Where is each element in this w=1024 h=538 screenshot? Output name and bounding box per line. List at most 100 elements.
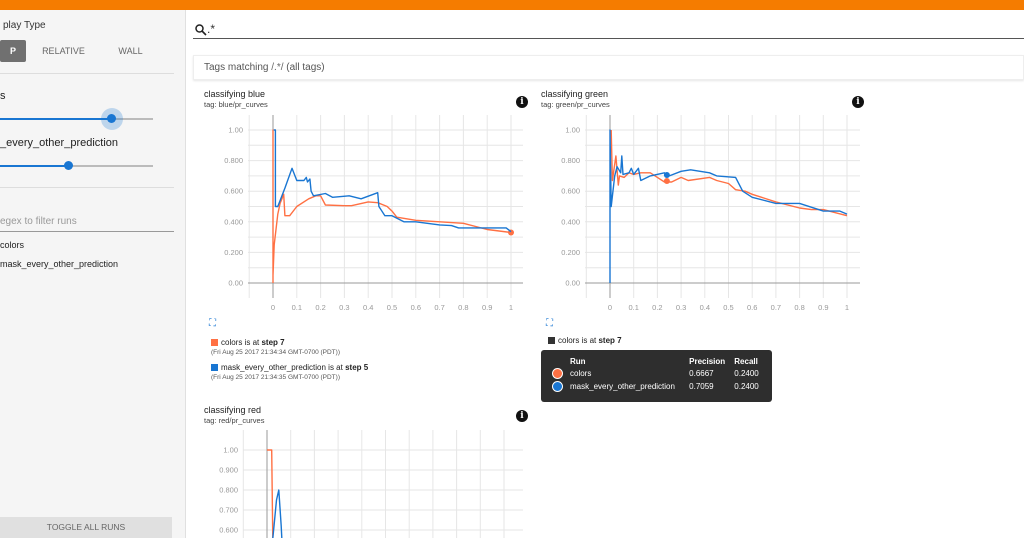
divider xyxy=(0,73,174,74)
tooltip-row: mask_every_other_prediction 0.7059 0.2400 xyxy=(549,380,764,393)
pr-curve-chart-green[interactable]: 0.00 0.200 0.400 0.600 0.800 1.00 0 0.1 0.2 0.3 0.… xyxy=(532,110,872,320)
series-line-colors xyxy=(272,129,512,283)
info-icon[interactable]: i xyxy=(852,96,864,108)
search-icon xyxy=(195,24,207,36)
tooltip-header: Recall xyxy=(734,357,758,366)
search-input[interactable]: .* xyxy=(207,22,216,36)
y-tick-label: 0.00 xyxy=(228,279,243,288)
x-tick-label: 0.8 xyxy=(458,303,468,312)
y-tick-label: 0.900 xyxy=(219,466,238,475)
tooltip-header: Precision xyxy=(689,357,726,366)
tooltip-header: Run xyxy=(570,357,586,366)
tag-search[interactable]: .* xyxy=(193,20,1024,39)
x-tick-label: 0.2 xyxy=(652,303,662,312)
legend-step: step 5 xyxy=(345,363,369,372)
y-tick-label: 0.800 xyxy=(219,486,238,495)
x-tick-label: 0.9 xyxy=(482,303,492,312)
y-tick-label: 0.700 xyxy=(219,506,238,515)
toggle-all-runs-button[interactable]: TOGGLE ALL RUNS xyxy=(0,517,172,538)
y-tick-label: 1.00 xyxy=(565,126,580,135)
top-app-bar xyxy=(0,0,1024,10)
legend-entry: colors is at step 7 xyxy=(548,336,622,345)
tooltip-precision: 0.6667 xyxy=(689,369,714,378)
x-tick-label: 0.6 xyxy=(747,303,757,312)
tooltip-row: colors 0.6667 0.2400 xyxy=(549,367,764,380)
pr-curve-chart-blue[interactable]: 0.00 0.200 0.400 0.600 0.800 1.00 0 0.1 0.2 0.3 0.… xyxy=(195,110,535,320)
y-tick-label: 0.200 xyxy=(561,248,580,257)
x-tick-label: 0 xyxy=(608,303,612,312)
legend-run: colors xyxy=(221,338,243,347)
legend-step: step 7 xyxy=(261,338,285,347)
legend-step: step 7 xyxy=(598,336,622,345)
legend-run: colors xyxy=(558,336,580,345)
divider xyxy=(0,187,174,188)
x-tick-label: 1 xyxy=(509,303,513,312)
run-slider-label: _every_other_prediction xyxy=(0,137,119,149)
pr-curve-chart-red[interactable]: 0.600 0.700 0.800 0.900 1.00 xyxy=(195,428,535,538)
x-tick-label: 0.8 xyxy=(794,303,804,312)
y-tick-label: 0.600 xyxy=(219,526,238,535)
run-slider-label: s xyxy=(0,90,6,102)
expand-icon[interactable]: ⛶ xyxy=(546,318,553,329)
color-swatch xyxy=(548,337,555,344)
y-tick-label: 1.00 xyxy=(228,126,243,135)
x-tick-label: 0.6 xyxy=(411,303,421,312)
y-tick-label: 0.800 xyxy=(561,156,580,165)
info-icon[interactable]: i xyxy=(516,410,528,422)
tooltip-run: mask_every_other_prediction xyxy=(570,382,675,391)
x-tick-label: 0.3 xyxy=(339,303,349,312)
legend-entry: colors is at step 7 xyxy=(211,338,285,347)
display-type-step-button[interactable]: P xyxy=(0,40,26,62)
series-line-colors xyxy=(267,449,274,538)
tags-pattern: /.*/ xyxy=(271,62,284,73)
legend-text: is at xyxy=(579,336,599,345)
y-tick-label: 1.00 xyxy=(223,446,238,455)
y-tick-label: 0.200 xyxy=(224,248,243,257)
display-type-relative-button[interactable]: RELATIVE xyxy=(42,46,85,56)
x-tick-label: 0.5 xyxy=(387,303,397,312)
pr-tooltip: Run Precision Recall colors 0.6667 0.2400 ma… xyxy=(541,350,772,402)
x-tick-label: 0 xyxy=(271,303,275,312)
expand-icon[interactable]: ⛶ xyxy=(209,318,216,329)
x-tick-label: 0.4 xyxy=(700,303,710,312)
y-tick-label: 0.400 xyxy=(224,217,243,226)
tags-matching-header: Tags matching /.*/ (all tags) xyxy=(193,55,1024,80)
series-line-mask_every_other_prediction xyxy=(272,489,283,538)
color-swatch xyxy=(211,339,218,346)
series-marker-colors xyxy=(663,177,670,184)
card-tag: tag: red/pr_curves xyxy=(204,416,265,425)
legend-text: is at xyxy=(242,338,262,347)
x-tick-label: 0.9 xyxy=(818,303,828,312)
legend-time: (Fri Aug 25 2017 21:34:35 GMT-0700 (PDT)… xyxy=(211,374,340,381)
x-tick-label: 0.1 xyxy=(628,303,638,312)
info-icon[interactable]: i xyxy=(516,96,528,108)
tooltip-recall: 0.2400 xyxy=(734,369,759,378)
tags-suffix: (all tags) xyxy=(283,62,325,73)
run-item-mask[interactable]: mask_every_other_prediction xyxy=(0,259,119,269)
slider-fill xyxy=(0,165,69,167)
run-step-slider[interactable] xyxy=(0,165,153,167)
legend-time: (Fri Aug 25 2017 21:34:34 GMT-0700 (PDT)… xyxy=(211,349,340,356)
card-tag: tag: green/pr_curves xyxy=(541,100,610,109)
card-title: classifying blue xyxy=(204,89,266,99)
series-marker-mask_every_other_prediction xyxy=(663,171,670,178)
x-tick-label: 0.3 xyxy=(676,303,686,312)
x-tick-label: 0.4 xyxy=(363,303,373,312)
tags-prefix: Tags matching xyxy=(204,62,272,73)
run-item-colors[interactable]: colors xyxy=(0,240,25,250)
tooltip-precision: 0.7059 xyxy=(689,382,714,391)
legend-entry: mask_every_other_prediction is at step 5 xyxy=(211,363,368,372)
slider-handle[interactable] xyxy=(64,161,73,170)
slider-handle[interactable] xyxy=(107,114,116,123)
display-type-wall-button[interactable]: WALL xyxy=(118,46,143,56)
card-title: classifying green xyxy=(541,89,609,99)
card-tag: tag: blue/pr_curves xyxy=(204,100,268,109)
series-line-mask_every_other_prediction xyxy=(273,129,512,233)
run-filter-input[interactable]: egex to filter runs xyxy=(0,216,174,232)
display-type-title: play Type xyxy=(3,20,46,31)
x-tick-label: 0.2 xyxy=(315,303,325,312)
series-line-mask_every_other_prediction xyxy=(609,129,848,283)
slider-fill xyxy=(0,118,112,120)
x-tick-label: 1 xyxy=(845,303,849,312)
x-tick-label: 0.7 xyxy=(771,303,781,312)
